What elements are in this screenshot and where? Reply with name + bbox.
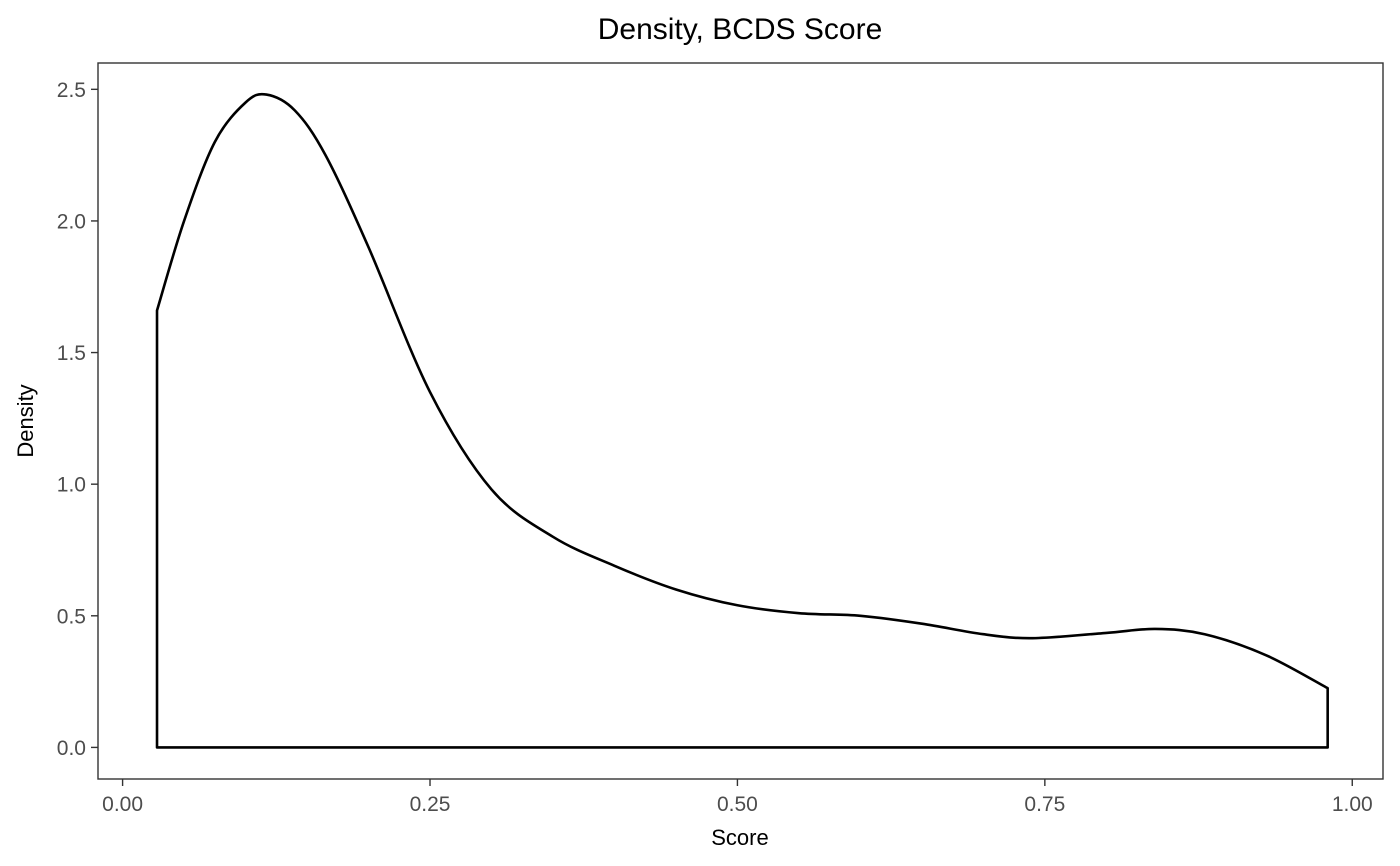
y-tick-label: 1.0 bbox=[57, 474, 86, 497]
y-axis-title: Density bbox=[13, 384, 38, 457]
y-tick-label: 0.5 bbox=[57, 605, 86, 628]
y-tick-label: 0.0 bbox=[57, 737, 86, 760]
x-axis-title: Score bbox=[711, 825, 768, 850]
y-axis: 0.0 0.5 1.0 1.5 2.0 2.5 bbox=[57, 79, 98, 760]
density-curve bbox=[155, 92, 1329, 749]
x-tick-label: 0.75 bbox=[1024, 793, 1065, 816]
x-tick-label: 0.50 bbox=[717, 793, 758, 816]
x-tick-label: 1.00 bbox=[1332, 793, 1373, 816]
y-tick-label: 1.5 bbox=[57, 342, 86, 365]
plot-panel bbox=[97, 62, 1384, 780]
x-tick-label: 0.00 bbox=[102, 793, 143, 816]
chart-title: Density, BCDS Score bbox=[598, 13, 883, 46]
x-axis: 0.00 0.25 0.50 0.75 1.00 bbox=[102, 779, 1373, 816]
y-tick-label: 2.5 bbox=[57, 79, 86, 102]
x-tick-label: 0.25 bbox=[410, 793, 451, 816]
y-tick-label: 2.0 bbox=[57, 210, 86, 233]
